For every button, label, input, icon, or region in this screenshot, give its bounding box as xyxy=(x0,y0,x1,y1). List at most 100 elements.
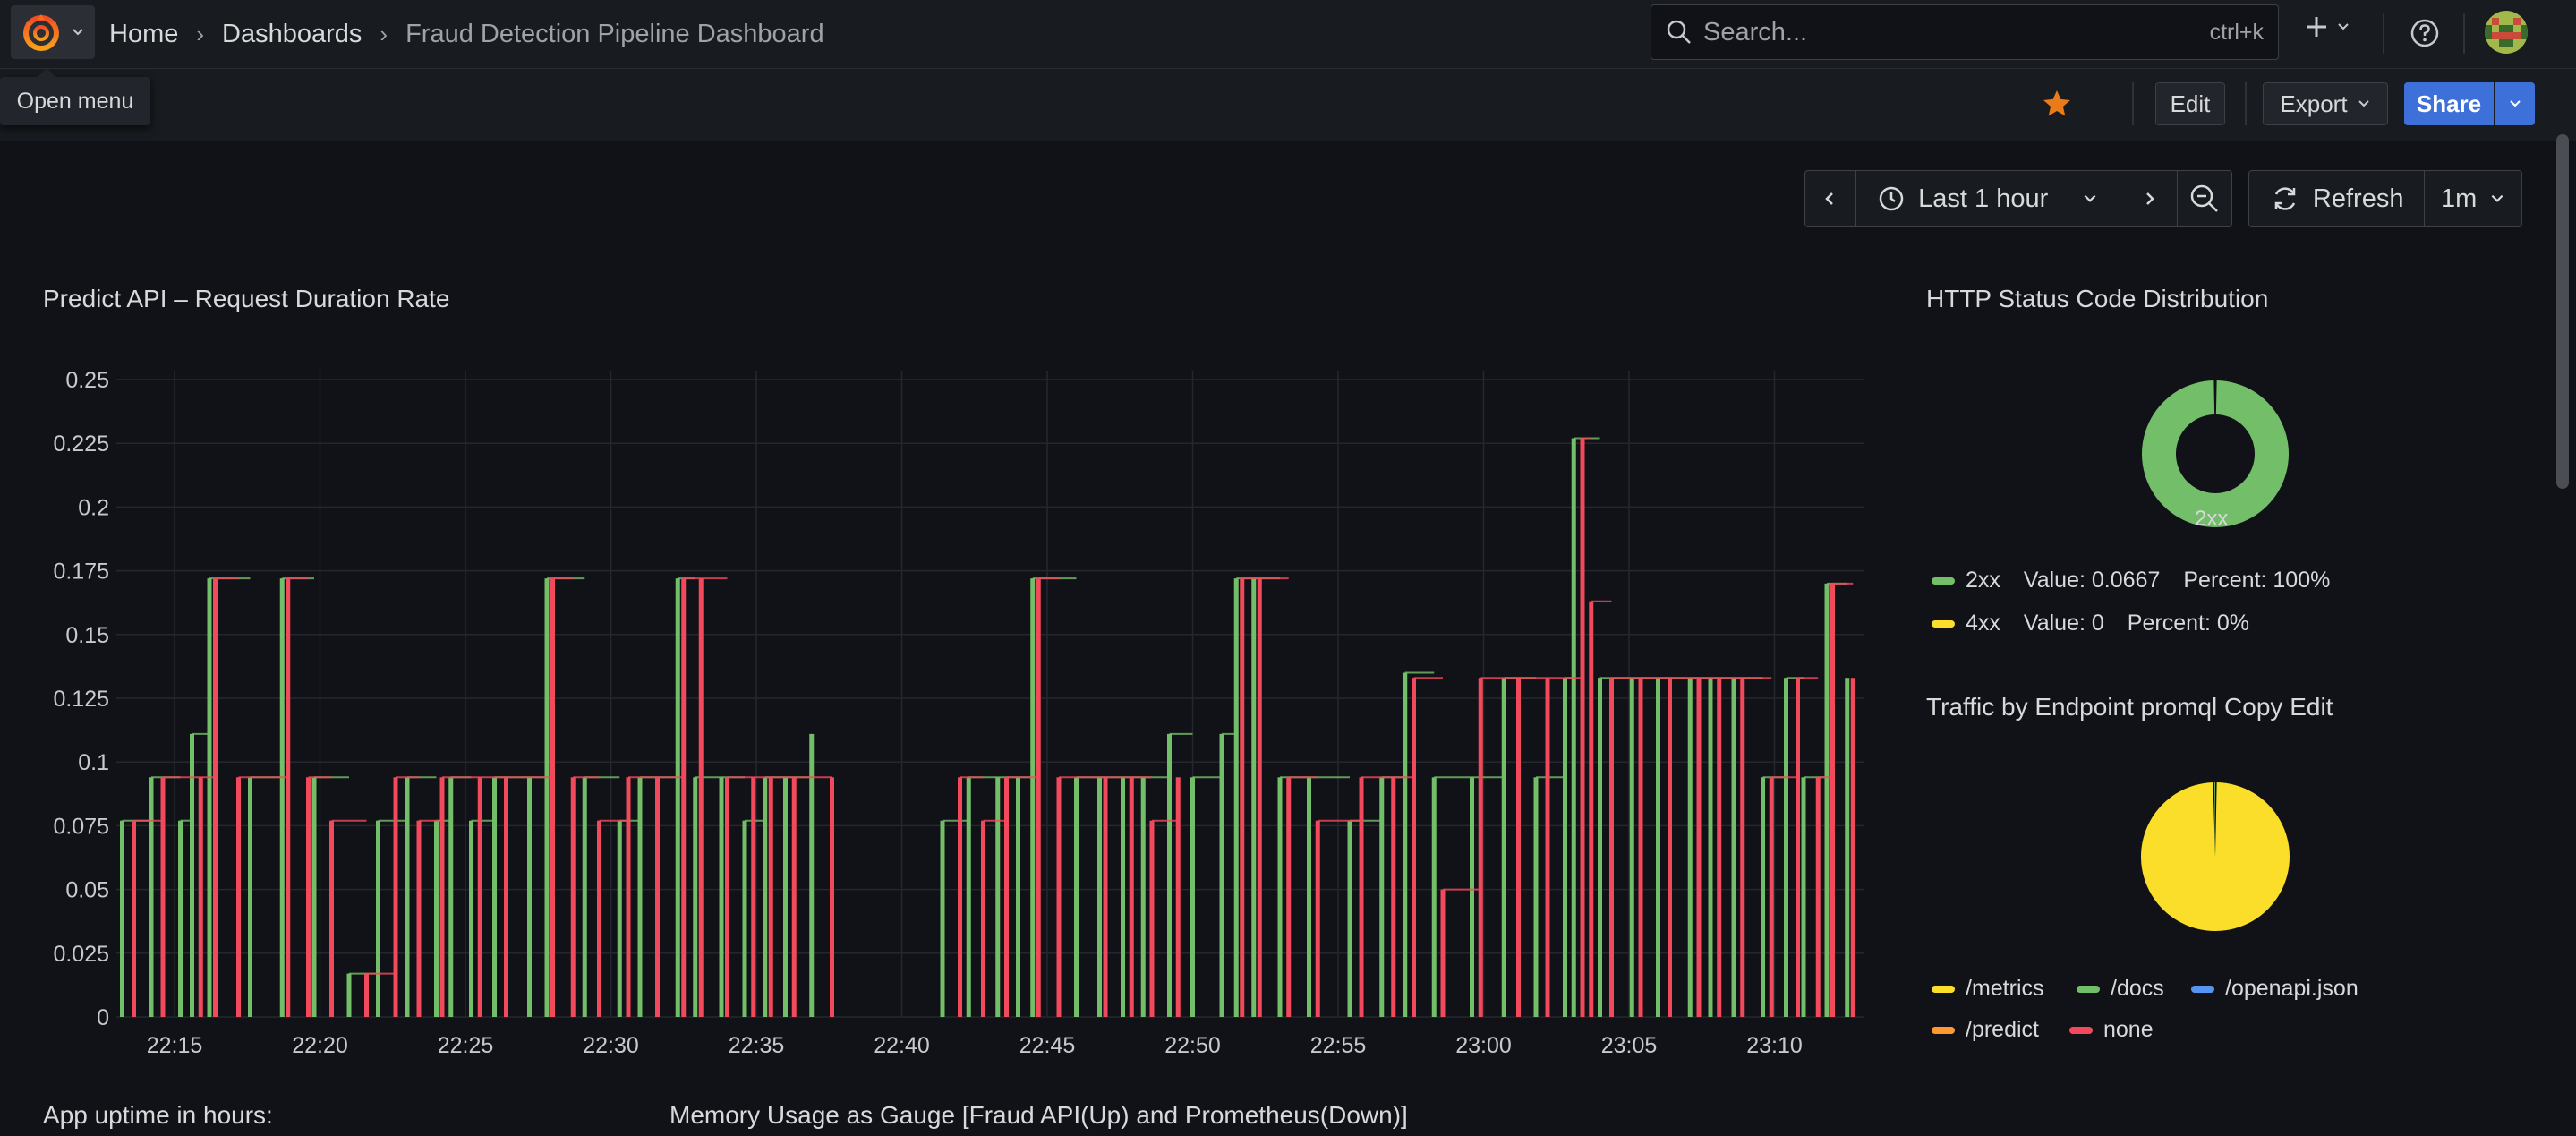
bar-mark[interactable] xyxy=(1501,678,1506,1017)
breadcrumb-dashboards[interactable]: Dashboards xyxy=(222,19,363,48)
bar-mark[interactable] xyxy=(434,820,439,1017)
bar-mark[interactable] xyxy=(1030,578,1036,1017)
bar-mark[interactable] xyxy=(655,777,660,1017)
bar-mark[interactable] xyxy=(791,777,797,1017)
bar-mark[interactable] xyxy=(286,578,291,1017)
bar-mark[interactable] xyxy=(405,777,410,1017)
new-menu-button[interactable] xyxy=(2302,13,2350,41)
bar-mark[interactable] xyxy=(279,578,285,1017)
bar-mark[interactable] xyxy=(981,820,985,1017)
bar-mark[interactable] xyxy=(725,777,729,1017)
bar-mark[interactable] xyxy=(248,777,252,1017)
bar-mark[interactable] xyxy=(1850,678,1855,1017)
time-shift-back-button[interactable] xyxy=(1805,171,1856,226)
bar-mark[interactable] xyxy=(346,973,352,1017)
bar-mark[interactable] xyxy=(1440,889,1446,1017)
help-button[interactable] xyxy=(2410,18,2440,53)
bar-mark[interactable] xyxy=(329,820,334,1017)
bar-mark[interactable] xyxy=(1315,820,1320,1017)
bar-mark[interactable] xyxy=(1277,777,1283,1017)
bar-mark[interactable] xyxy=(637,777,643,1017)
bar-mark[interactable] xyxy=(1796,678,1800,1017)
bar-mark[interactable] xyxy=(751,777,756,1017)
bar-mark[interactable] xyxy=(1571,438,1576,1017)
traffic-legend-item[interactable]: none xyxy=(2069,1017,2154,1043)
bar-mark[interactable] xyxy=(236,777,241,1017)
bar-mark[interactable] xyxy=(120,820,124,1017)
bar-mark[interactable] xyxy=(1175,777,1181,1017)
bar-mark[interactable] xyxy=(958,777,962,1017)
bar-mark[interactable] xyxy=(1103,777,1108,1017)
bar-mark[interactable] xyxy=(504,777,508,1017)
bar-mark[interactable] xyxy=(626,777,631,1017)
time-shift-forward-button[interactable] xyxy=(2120,171,2179,226)
search-input[interactable]: Search... ctrl+k xyxy=(1651,4,2279,60)
bar-mark[interactable] xyxy=(681,578,687,1017)
bar-mark[interactable] xyxy=(544,578,550,1017)
traffic-legend-item[interactable]: /metrics xyxy=(1932,976,2044,1002)
traffic-legend-item[interactable]: /docs xyxy=(2077,976,2164,1002)
bar-mark[interactable] xyxy=(1478,678,1483,1017)
bar-mark[interactable] xyxy=(364,973,369,1017)
page-scrollbar-thumb[interactable] xyxy=(2556,134,2569,489)
bar-mark[interactable] xyxy=(1598,678,1602,1017)
traffic-legend-item[interactable]: /openapi.json xyxy=(2191,976,2358,1002)
bar-mark[interactable] xyxy=(1004,777,1009,1017)
bar-mark[interactable] xyxy=(393,777,398,1017)
open-menu-button[interactable] xyxy=(11,5,95,59)
status-panel-title[interactable]: HTTP Status Code Distribution xyxy=(1926,285,2269,312)
bar-mark[interactable] xyxy=(1286,777,1292,1017)
bar-mark[interactable] xyxy=(448,777,454,1017)
bar-mark[interactable] xyxy=(1717,678,1722,1017)
bar-mark[interactable] xyxy=(617,820,622,1017)
bar-mark[interactable] xyxy=(1431,777,1437,1017)
bar-mark[interactable] xyxy=(698,578,704,1017)
bar-mark[interactable] xyxy=(160,777,166,1017)
bar-mark[interactable] xyxy=(1815,777,1821,1017)
bar-mark[interactable] xyxy=(1589,601,1594,1017)
bar-mark[interactable] xyxy=(1149,820,1155,1017)
bar-mark[interactable] xyxy=(213,578,218,1017)
zoom-out-button[interactable] xyxy=(2178,171,2231,226)
bar-mark[interactable] xyxy=(995,777,1001,1017)
bar-mark[interactable] xyxy=(477,777,482,1017)
bar-mark[interactable] xyxy=(527,777,532,1017)
bar-mark[interactable] xyxy=(1845,678,1850,1017)
bar-mark[interactable] xyxy=(1219,733,1224,1017)
bar-mark[interactable] xyxy=(1140,777,1146,1017)
bar-mark[interactable] xyxy=(1580,438,1585,1017)
bar-mark[interactable] xyxy=(809,733,815,1017)
bar-mark[interactable] xyxy=(1801,777,1806,1017)
bar-mark[interactable] xyxy=(1708,678,1713,1017)
bar-mark[interactable] xyxy=(1769,777,1774,1017)
uptime-panel-title[interactable]: App uptime in hours: xyxy=(43,1101,273,1129)
bar-mark[interactable] xyxy=(1470,777,1474,1017)
bar-mark[interactable] xyxy=(1347,820,1352,1017)
bar-mark[interactable] xyxy=(1016,777,1020,1017)
bar-mark[interactable] xyxy=(1233,578,1239,1017)
bar-mark[interactable] xyxy=(1129,777,1134,1017)
bar-mark[interactable] xyxy=(830,777,834,1017)
bar-mark[interactable] xyxy=(178,820,183,1017)
refresh-interval-picker[interactable]: 1m xyxy=(2425,171,2521,226)
bar-mark[interactable] xyxy=(1533,777,1539,1017)
bar-mark[interactable] xyxy=(1516,678,1521,1017)
pie-slice[interactable] xyxy=(2142,380,2289,527)
refresh-button[interactable]: Refresh xyxy=(2249,171,2426,226)
export-button[interactable]: Export xyxy=(2263,82,2388,125)
bar-mark[interactable] xyxy=(1097,777,1102,1017)
bar-mark[interactable] xyxy=(1251,578,1257,1017)
bar-mark[interactable] xyxy=(1656,678,1660,1017)
bar-mark[interactable] xyxy=(719,777,724,1017)
bar-mark[interactable] xyxy=(1545,678,1550,1017)
bar-mark[interactable] xyxy=(1391,777,1396,1017)
bar-mark[interactable] xyxy=(1257,578,1262,1017)
bar-mark[interactable] xyxy=(416,820,422,1017)
share-button[interactable]: Share xyxy=(2404,82,2494,125)
bar-mark[interactable] xyxy=(675,578,680,1017)
pie-slice[interactable] xyxy=(2141,782,2290,931)
traffic-legend-item[interactable]: /predict xyxy=(1932,1017,2039,1043)
bar-mark[interactable] xyxy=(582,777,587,1017)
avatar[interactable] xyxy=(2485,11,2528,54)
bar-mark[interactable] xyxy=(1761,777,1765,1017)
